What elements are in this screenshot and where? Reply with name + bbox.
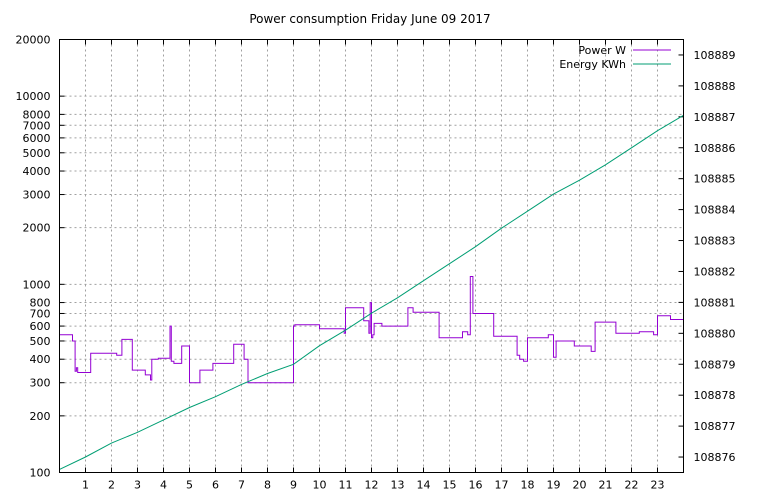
x-tick-label: 8 xyxy=(264,479,271,492)
y-tick-label: 10000 xyxy=(16,90,51,103)
y-tick-label: 3000 xyxy=(23,189,51,202)
y2-tick-label: 108878 xyxy=(694,389,736,402)
x-tick-label: 21 xyxy=(599,479,613,492)
y-tick-label: 300 xyxy=(30,377,51,390)
x-tick-label: 17 xyxy=(495,479,509,492)
grid-lines xyxy=(59,39,684,473)
y-tick-label: 4000 xyxy=(23,165,51,178)
x-tick-label: 18 xyxy=(521,479,535,492)
legend-label-energy: Energy KWh xyxy=(559,58,626,71)
y-tick-label: 200 xyxy=(30,410,51,423)
y-tick-label: 5000 xyxy=(23,147,51,160)
y2-tick-label: 108882 xyxy=(694,265,736,278)
y2-tick-label: 108881 xyxy=(694,296,736,309)
series-line-energy xyxy=(59,114,684,470)
y2-tick-label: 108887 xyxy=(694,111,736,124)
y-tick-label: 2000 xyxy=(23,222,51,235)
x-tick-label: 15 xyxy=(443,479,457,492)
y2-tick-label: 108884 xyxy=(694,204,736,217)
y-tick-label: 1000 xyxy=(23,278,51,291)
x-tick-label: 19 xyxy=(547,479,561,492)
x-tick-label: 13 xyxy=(391,479,405,492)
y2-tick-label: 108879 xyxy=(694,358,736,371)
y2-tick-label: 108889 xyxy=(694,49,736,62)
x-tick-label: 5 xyxy=(186,479,193,492)
y-tick-label: 6000 xyxy=(23,132,51,145)
y-tick-label: 8000 xyxy=(23,108,51,121)
legend: Power W Energy KWh xyxy=(559,44,671,71)
y-tick-label: 700 xyxy=(30,307,51,320)
series-layer xyxy=(59,114,684,470)
y2-tick-label: 108883 xyxy=(694,235,736,248)
x-tick-label: 14 xyxy=(417,479,431,492)
x-tick-label: 11 xyxy=(339,479,353,492)
x-tick-label: 22 xyxy=(625,479,639,492)
y-tick-label: 800 xyxy=(30,297,51,310)
y2-tick-label: 108888 xyxy=(694,80,736,93)
x-tick-label: 6 xyxy=(212,479,219,492)
x-tick-label: 7 xyxy=(238,479,245,492)
y-tick-label: 600 xyxy=(30,320,51,333)
y-tick-label: 100 xyxy=(30,467,51,480)
y2-tick-label: 108885 xyxy=(694,173,736,186)
x-tick-label: 1 xyxy=(82,479,89,492)
x-tick-label: 3 xyxy=(134,479,141,492)
axes: 1 2 3 4 5 6 7 8 9 10 11 12 13 14 15 16 17 18 19 20 21 22 23100… xyxy=(16,34,736,492)
y2-tick-label: 108880 xyxy=(694,327,736,340)
x-tick-label: 2 xyxy=(108,479,115,492)
series-line-power xyxy=(59,276,684,384)
x-tick-label: 20 xyxy=(573,479,587,492)
y-tick-label: 500 xyxy=(30,335,51,348)
x-tick-label: 9 xyxy=(290,479,297,492)
y-tick-label: 20000 xyxy=(16,34,51,47)
y2-tick-label: 108876 xyxy=(694,451,736,464)
y-tick-label: 7000 xyxy=(23,119,51,132)
y2-tick-label: 108877 xyxy=(694,420,736,433)
y-tick-label: 400 xyxy=(30,353,51,366)
x-tick-label: 16 xyxy=(469,479,483,492)
x-tick-label: 23 xyxy=(651,479,665,492)
plot-frame xyxy=(59,39,684,473)
x-tick-label: 12 xyxy=(365,479,379,492)
x-tick-label: 10 xyxy=(313,479,327,492)
chart-title: Power consumption Friday June 09 2017 xyxy=(249,12,490,26)
legend-label-power: Power W xyxy=(578,44,626,57)
x-tick-label: 4 xyxy=(160,479,167,492)
y2-tick-label: 108886 xyxy=(694,142,736,155)
